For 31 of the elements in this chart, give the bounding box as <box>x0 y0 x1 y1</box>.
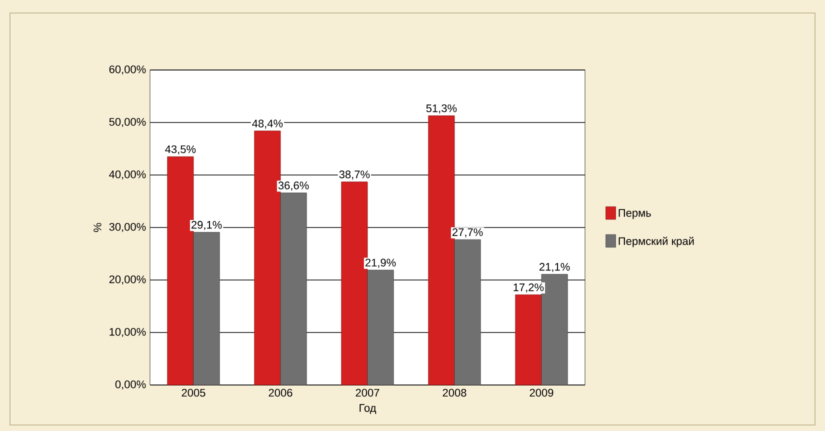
y-tick-label: 10,00% <box>110 328 146 338</box>
data-label: 36,6% <box>278 182 309 191</box>
data-label: 21,1% <box>540 262 570 272</box>
x-tick-label: 2005 <box>182 388 206 397</box>
legend-label: Пермский край <box>618 236 694 248</box>
bar <box>280 192 307 386</box>
x-tick-label: 2008 <box>442 388 466 397</box>
y-tick-label: 0,00% <box>115 380 146 390</box>
y-axis-title: % <box>94 223 102 232</box>
x-axis-title: Год <box>360 404 376 414</box>
bar <box>193 232 220 386</box>
data-label: 21,9% <box>366 258 396 268</box>
x-tick-label: 2007 <box>356 388 380 397</box>
data-label: 29,1% <box>192 220 222 230</box>
data-label: 51,3% <box>426 104 457 114</box>
y-tick-label: 40,00% <box>109 170 146 180</box>
data-label: 48,4% <box>252 120 283 129</box>
data-label: 38,7% <box>339 170 370 180</box>
data-label: 17,2% <box>514 283 544 292</box>
bar <box>367 270 394 386</box>
legend-label: Пермь <box>618 209 651 219</box>
y-tick-label: 60,00% <box>109 65 146 75</box>
x-tick-label: 2006 <box>268 388 292 397</box>
x-tick-label: 2009 <box>530 388 554 397</box>
y-tick-label: 30,00% <box>109 222 146 232</box>
data-label: 27,7% <box>452 228 483 238</box>
data-label: 43,5% <box>165 145 196 154</box>
bar <box>515 294 542 386</box>
y-tick-label: 50,00% <box>109 118 146 128</box>
bar <box>454 239 481 386</box>
y-tick-label: 20,00% <box>109 275 146 285</box>
